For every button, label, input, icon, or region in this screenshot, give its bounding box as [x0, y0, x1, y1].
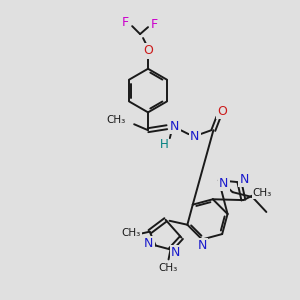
Text: CH₃: CH₃ — [158, 263, 177, 273]
Text: N: N — [190, 130, 199, 142]
Text: N: N — [240, 173, 249, 186]
Text: N: N — [144, 237, 153, 250]
Text: O: O — [218, 105, 227, 118]
Text: N: N — [171, 246, 180, 259]
Text: N: N — [197, 239, 207, 252]
Text: N: N — [170, 120, 179, 133]
Text: CH₃: CH₃ — [106, 115, 125, 125]
Text: N: N — [219, 177, 228, 190]
Text: F: F — [122, 16, 129, 29]
Text: CH₃: CH₃ — [253, 188, 272, 198]
Text: H: H — [160, 138, 168, 151]
Text: O: O — [143, 44, 153, 57]
Text: F: F — [150, 18, 158, 31]
Text: CH₃: CH₃ — [121, 228, 140, 238]
